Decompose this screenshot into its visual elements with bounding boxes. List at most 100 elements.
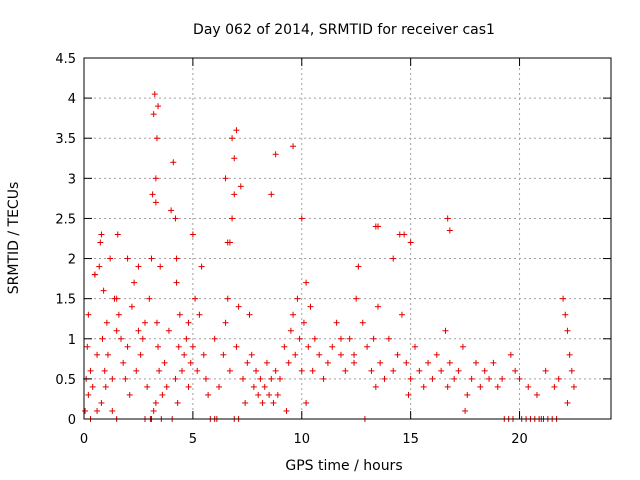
data-point	[385, 335, 392, 342]
y-tick-label: 2	[68, 253, 76, 268]
data-point	[222, 175, 229, 182]
data-point	[494, 383, 501, 390]
data-point	[226, 367, 233, 374]
data-point	[233, 343, 240, 350]
data-point	[200, 351, 207, 358]
data-points	[82, 91, 577, 422]
data-point	[94, 407, 101, 414]
y-tick-label: 4.5	[55, 52, 76, 67]
data-point	[231, 191, 238, 198]
data-point	[163, 383, 170, 390]
y-tick-label: 2.5	[55, 212, 76, 227]
grid-lines	[84, 58, 611, 419]
data-point	[173, 279, 180, 286]
data-point	[183, 335, 190, 342]
data-point	[87, 367, 94, 374]
data-point	[287, 327, 294, 334]
data-point	[250, 383, 257, 390]
data-point	[274, 391, 281, 398]
data-point	[374, 223, 381, 230]
data-point	[564, 399, 571, 406]
data-point	[239, 375, 246, 382]
data-point	[455, 367, 462, 374]
data-point	[100, 287, 107, 294]
data-point	[270, 399, 277, 406]
data-point	[99, 335, 106, 342]
data-point	[224, 295, 231, 302]
data-point	[152, 199, 159, 206]
data-point	[113, 327, 120, 334]
data-point	[407, 375, 414, 382]
data-point	[272, 151, 279, 158]
y-axis-label: SRMTID / TECUs	[6, 182, 22, 295]
data-point	[403, 359, 410, 366]
data-point	[194, 367, 201, 374]
data-point	[198, 263, 205, 270]
data-point	[196, 311, 203, 318]
data-point	[139, 335, 146, 342]
data-point	[91, 271, 98, 278]
data-point	[370, 335, 377, 342]
data-point	[285, 359, 292, 366]
data-point	[290, 311, 297, 318]
data-point	[444, 215, 451, 222]
x-tick-label: 5	[189, 432, 197, 447]
data-point	[390, 367, 397, 374]
data-point	[231, 155, 238, 162]
data-point	[152, 175, 159, 182]
data-point	[438, 367, 445, 374]
data-point	[486, 375, 493, 382]
data-point	[109, 407, 116, 414]
data-point	[337, 351, 344, 358]
x-tick-label: 15	[402, 432, 419, 447]
data-point	[248, 351, 255, 358]
data-point	[276, 375, 283, 382]
data-point	[103, 319, 110, 326]
data-point	[259, 399, 266, 406]
data-point	[562, 311, 569, 318]
data-point	[433, 351, 440, 358]
data-point	[181, 351, 188, 358]
data-point	[442, 327, 449, 334]
y-tick-label: 1.5	[55, 293, 76, 308]
data-point	[255, 391, 262, 398]
data-point	[355, 263, 362, 270]
data-point	[564, 327, 571, 334]
data-point	[398, 311, 405, 318]
data-point	[150, 407, 157, 414]
data-point	[296, 335, 303, 342]
data-point	[85, 391, 92, 398]
data-point	[533, 391, 540, 398]
data-point	[346, 335, 353, 342]
data-point	[101, 367, 108, 374]
data-point	[425, 359, 432, 366]
axis-ticks: 0 0.5 1 1.5 2 2.5 3 3.5 4 4.5 0 5 10 15 20	[55, 52, 611, 447]
data-point	[202, 375, 209, 382]
data-point	[298, 367, 305, 374]
data-point	[172, 215, 179, 222]
data-point	[394, 351, 401, 358]
data-point	[159, 391, 166, 398]
data-point	[135, 327, 142, 334]
y-tick-label: 4	[68, 92, 76, 107]
data-point	[153, 135, 160, 142]
x-axis-label: GPS time / hours	[285, 458, 402, 474]
data-point	[337, 335, 344, 342]
data-point	[85, 311, 92, 318]
data-point	[555, 375, 562, 382]
data-point	[192, 295, 199, 302]
data-point	[407, 239, 414, 246]
data-point	[229, 215, 236, 222]
data-point	[161, 359, 168, 366]
data-point	[292, 351, 299, 358]
data-point	[98, 399, 105, 406]
data-point	[351, 359, 358, 366]
data-point	[226, 239, 233, 246]
data-point	[222, 319, 229, 326]
data-point	[516, 375, 523, 382]
y-tick-label: 0	[68, 413, 76, 428]
data-point	[396, 231, 403, 238]
data-point	[444, 383, 451, 390]
data-point	[118, 335, 125, 342]
data-point	[124, 343, 131, 350]
